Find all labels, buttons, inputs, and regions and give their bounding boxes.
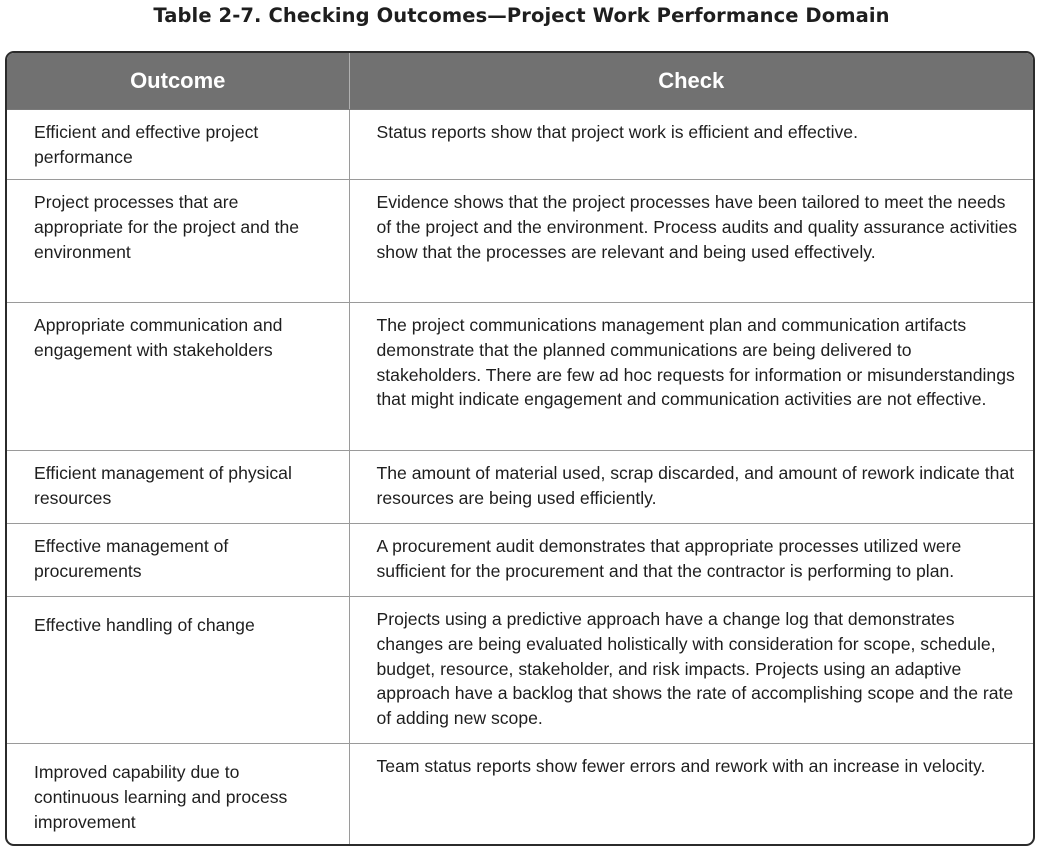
check-cell: Evidence shows that the project processe… bbox=[348, 179, 1033, 303]
check-cell: The project communications management pl… bbox=[348, 302, 1033, 451]
table-header-row: Outcome Check bbox=[7, 53, 1033, 110]
outcomes-table: Outcome Check Efficient and effective pr… bbox=[7, 53, 1033, 844]
table-row: Project processes that are appropriate f… bbox=[7, 179, 1033, 303]
table-row: Effective handling of change Projects us… bbox=[7, 596, 1033, 744]
check-cell: A procurement audit demonstrates that ap… bbox=[348, 523, 1033, 597]
table-row: Improved capability due to continuous le… bbox=[7, 743, 1033, 844]
table-caption: Table 2-7. Checking Outcomes—Project Wor… bbox=[153, 4, 890, 27]
check-cell: The amount of material used, scrap disca… bbox=[348, 450, 1033, 524]
outcome-cell: Appropriate communication and engagement… bbox=[7, 302, 349, 451]
check-cell: Team status reports show fewer errors an… bbox=[348, 743, 1033, 844]
outcomes-table-frame: Outcome Check Efficient and effective pr… bbox=[5, 51, 1035, 846]
check-cell: Status reports show that project work is… bbox=[348, 109, 1033, 180]
outcome-cell: Improved capability due to continuous le… bbox=[7, 743, 349, 844]
check-cell: Projects using a predictive approach hav… bbox=[348, 596, 1033, 744]
table-row: Effective management of procurements A p… bbox=[7, 523, 1033, 597]
table-row: Efficient and effective project performa… bbox=[7, 109, 1033, 180]
table-row: Appropriate communication and engagement… bbox=[7, 302, 1033, 451]
outcome-cell: Effective handling of change bbox=[7, 596, 349, 744]
outcome-cell: Efficient and effective project performa… bbox=[34, 122, 259, 167]
outcome-cell: Efficient management of physical resourc… bbox=[7, 450, 349, 524]
outcome-cell: Project processes that are appropriate f… bbox=[7, 179, 349, 303]
column-header-check: Check bbox=[348, 53, 1033, 110]
table-row: Efficient management of physical resourc… bbox=[7, 450, 1033, 524]
outcome-cell: Effective management of procurements bbox=[7, 523, 349, 597]
column-header-outcome: Outcome bbox=[7, 53, 349, 110]
